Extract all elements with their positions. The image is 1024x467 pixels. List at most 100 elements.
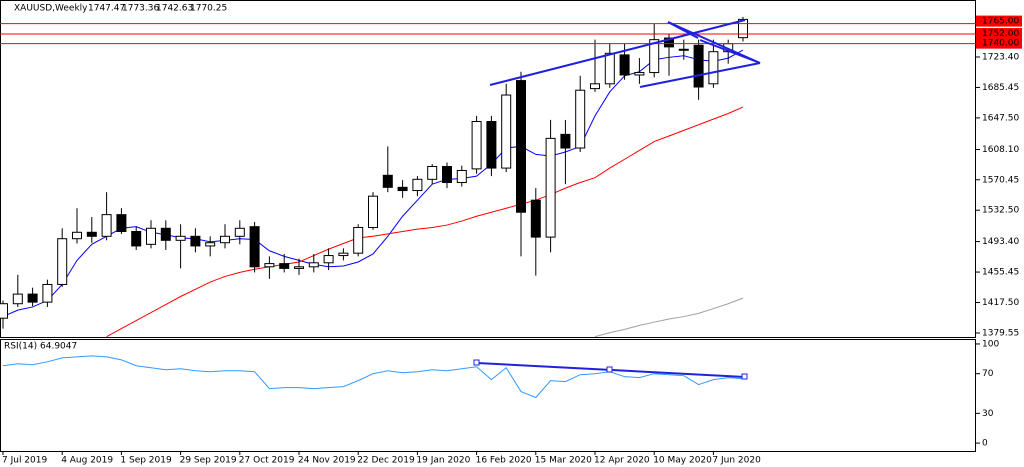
x-tick-label: 24 Nov 2019 [298, 456, 356, 466]
candle-body [486, 121, 497, 169]
candle-body [338, 252, 349, 257]
y-tick-label: 1532.50 [982, 206, 1019, 216]
rsi-value: 64.9047 [40, 342, 77, 352]
y-tick-label: 1647.50 [982, 113, 1019, 123]
candle-body [738, 18, 748, 39]
candle-body [323, 255, 334, 264]
candle-body [146, 227, 156, 245]
moving-average [106, 106, 744, 338]
candle-body [693, 44, 704, 88]
y-tick-label: 1417.50 [982, 298, 1019, 308]
candle-body [427, 165, 438, 180]
y-tick-label: 70 [982, 369, 994, 379]
anchor [473, 359, 480, 366]
candle-body [604, 52, 615, 85]
symbol-title: XAUUSD,Weekly [14, 4, 88, 14]
candle-body [412, 178, 423, 192]
candle-body [264, 263, 275, 268]
candle-body [220, 235, 230, 244]
x-tick-label: 19 Jan 2020 [416, 456, 470, 466]
candle-body [249, 226, 260, 268]
price-level-label: 1740.00 [982, 39, 1019, 49]
y-tick-label: 1608.10 [982, 145, 1019, 155]
y-tick-label: 100 [982, 339, 999, 349]
candle-body [205, 242, 216, 247]
candle-body [649, 39, 660, 74]
main-panel-border [0, 0, 976, 338]
trend-line [639, 62, 761, 88]
candle-body [368, 195, 378, 228]
candle-body [516, 80, 526, 213]
x-tick-label: 27 Oct 2019 [239, 456, 295, 466]
y-tick-label: 1685.45 [982, 83, 1019, 93]
candle-body [664, 37, 674, 48]
rsi-panel: 0 30 70 100 [2, 339, 999, 449]
rsi-panel-border [0, 339, 976, 452]
candle-body [708, 51, 719, 85]
candle-body [382, 174, 393, 188]
candle-body [471, 121, 482, 170]
candle-body [72, 231, 82, 240]
candle-body [353, 226, 364, 254]
price-level-tag [976, 37, 1022, 49]
y-tick-label: 1379.55 [982, 328, 1019, 338]
candle-body [575, 89, 586, 149]
candle-body [86, 231, 97, 237]
y-tick-label: 30 [982, 409, 994, 419]
candle-body [234, 227, 245, 237]
x-tick-label: 29 Sep 2019 [180, 456, 237, 466]
header-high: 1773.36 [122, 4, 159, 14]
candle-body [279, 263, 290, 269]
main-panel: 1723.40 1685.45 1647.50 1608.10 1570.45 1532.… [0, 15, 1022, 338]
anchor [606, 366, 613, 373]
candle-body [0, 303, 8, 319]
price-level-tag [976, 15, 1022, 27]
trend-lines [473, 19, 761, 380]
trend-line [699, 39, 761, 64]
y-tick-label: 0 [982, 439, 988, 449]
rsi-line [2, 355, 744, 399]
x-tick-label: 7 Jul 2019 [2, 456, 47, 466]
candle-body [101, 214, 112, 237]
rsi-title: RSI(14) [4, 342, 37, 352]
header-close: 1770.25 [190, 4, 227, 14]
candle-body [294, 266, 304, 269]
x-tick-label: 12 Apr 2020 [594, 456, 650, 466]
x-tick-label: 4 Aug 2019 [61, 456, 113, 466]
candle-body [590, 83, 600, 90]
x-tick-label: 16 Feb 2020 [476, 456, 532, 466]
trend-line [667, 21, 699, 39]
x-tick-label: 7 Jun 2020 [712, 456, 761, 466]
price-level-label: 1752.00 [982, 29, 1019, 39]
candle-body [131, 230, 142, 247]
candle-body [560, 133, 571, 149]
candle-body [545, 137, 556, 238]
candle-body [308, 262, 319, 268]
y-tick-label: 1493.40 [982, 237, 1019, 247]
candle-body [456, 169, 467, 184]
candle-body [42, 283, 53, 303]
candle-body [501, 94, 512, 169]
x-tick-label: 10 May 2020 [653, 456, 712, 466]
candle-body [634, 72, 645, 76]
candle-body [530, 199, 541, 238]
candle-body [619, 54, 630, 76]
candle-body [160, 227, 171, 241]
candle-body [397, 186, 408, 192]
x-tick-label: 15 Mar 2020 [535, 456, 592, 466]
anchor [741, 373, 748, 380]
x-tick-label: 22 Dec 2019 [357, 456, 415, 466]
candle-body [175, 235, 186, 241]
price-level-tag [976, 28, 1022, 40]
moving-average [2, 49, 744, 318]
price-level-label: 1765.00 [982, 17, 1019, 27]
candle-body [190, 235, 201, 247]
y-tick-label: 1455.45 [982, 268, 1019, 278]
moving-average [594, 297, 744, 338]
candle-body [27, 293, 38, 303]
candle-body [442, 165, 452, 184]
header-open: 1747.47 [88, 4, 125, 14]
candle-body [57, 238, 68, 285]
candle-body [678, 48, 689, 51]
